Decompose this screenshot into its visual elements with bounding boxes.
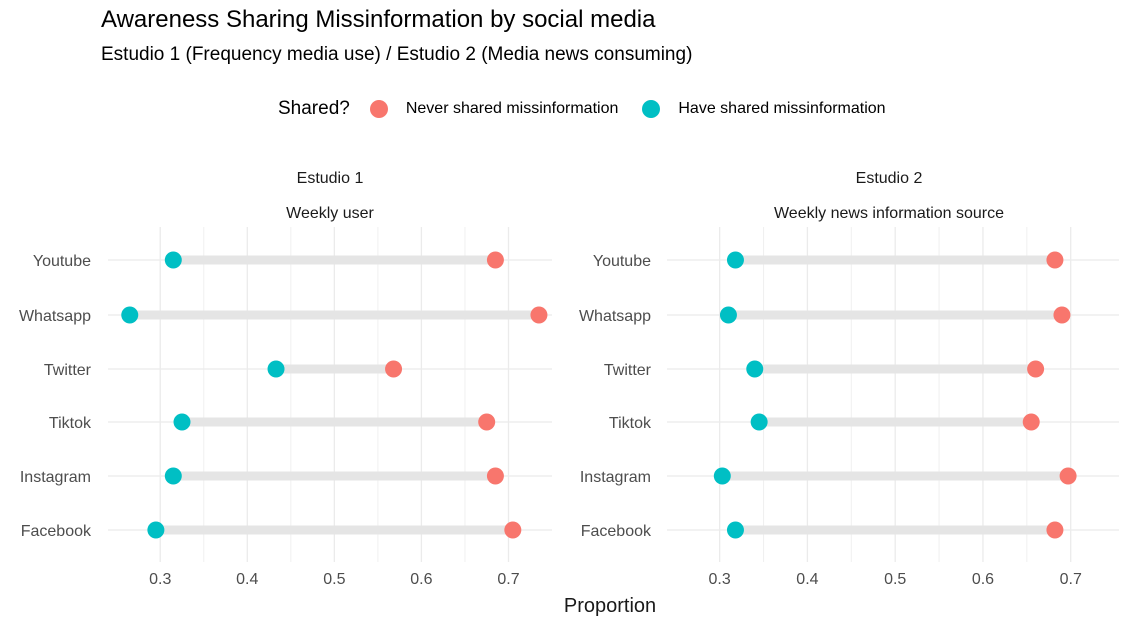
legend-item-have: Have shared missinformation (642, 100, 886, 118)
legend-swatch-never (369, 100, 388, 118)
legend-item-never: Never shared missinformation (369, 100, 619, 118)
point-have-shared (173, 413, 191, 431)
x-tick-label: 0.6 (410, 571, 432, 588)
facet-panel-1: Estudio 1 Weekly user Youtube Whatsapp Twitt… (19, 170, 552, 588)
y-tick-label: Instagram (20, 469, 91, 486)
point-never-shared (1053, 306, 1071, 324)
legend-swatch-have (642, 100, 661, 118)
x-tick-label: 0.4 (236, 571, 258, 588)
legend-title: Shared? (278, 98, 350, 119)
x-tick-label: 0.5 (323, 571, 345, 588)
point-have-shared (719, 306, 737, 324)
legend-label-never: Never shared missinformation (405, 100, 619, 117)
y-tick-label: Facebook (21, 523, 92, 540)
y-tick-label: Twitter (44, 362, 92, 379)
point-never-shared (486, 467, 504, 485)
x-tick-label: 0.3 (149, 571, 171, 588)
point-have-shared (164, 467, 182, 485)
x-tick-label: 0.5 (884, 571, 906, 588)
point-have-shared (726, 521, 744, 539)
x-tick-label: 0.4 (796, 571, 818, 588)
y-tick-label: Whatsapp (19, 308, 91, 325)
point-have-shared (726, 251, 744, 269)
point-have-shared (164, 251, 182, 269)
strip-label-bottom: Weekly news information source (774, 205, 1004, 222)
point-never-shared (530, 306, 548, 324)
y-tick-label: Tiktok (49, 415, 92, 432)
point-never-shared (1022, 413, 1040, 431)
point-have-shared (267, 360, 285, 378)
y-tick-label: Youtube (593, 253, 651, 270)
y-tick-label: Instagram (580, 469, 651, 486)
point-never-shared (504, 521, 522, 539)
x-tick-label: 0.7 (1060, 571, 1082, 588)
x-tick-label: 0.6 (972, 571, 994, 588)
strip-label-bottom: Weekly user (286, 205, 374, 222)
chart-title: Awareness Sharing Missinformation by soc… (101, 6, 656, 33)
point-have-shared (713, 467, 731, 485)
y-tick-label: Facebook (581, 523, 652, 540)
facet-panel-2: Estudio 2 Weekly news information source Y… (579, 170, 1119, 588)
y-tick-label: Youtube (33, 253, 91, 270)
point-never-shared (486, 251, 504, 269)
point-have-shared (147, 521, 165, 539)
legend-label-have: Have shared missinformation (678, 100, 886, 117)
strip-label-top: Estudio 1 (297, 170, 364, 187)
point-have-shared (121, 306, 139, 324)
chart-subtitle: Estudio 1 (Frequency media use) / Estudi… (101, 44, 693, 65)
point-never-shared (385, 360, 403, 378)
point-never-shared (478, 413, 496, 431)
x-axis-label: Proportion (564, 595, 656, 617)
point-have-shared (746, 360, 764, 378)
point-never-shared (1046, 251, 1064, 269)
strip-label-top: Estudio 2 (856, 170, 923, 187)
legend: Shared? Never shared missinformation Hav… (278, 96, 910, 122)
y-tick-label: Whatsapp (579, 308, 651, 325)
point-have-shared (750, 413, 768, 431)
point-never-shared (1059, 467, 1077, 485)
point-never-shared (1046, 521, 1064, 539)
y-tick-label: Tiktok (609, 415, 652, 432)
point-never-shared (1027, 360, 1045, 378)
x-tick-label: 0.7 (497, 571, 519, 588)
y-tick-label: Twitter (604, 362, 652, 379)
x-tick-label: 0.3 (709, 571, 731, 588)
